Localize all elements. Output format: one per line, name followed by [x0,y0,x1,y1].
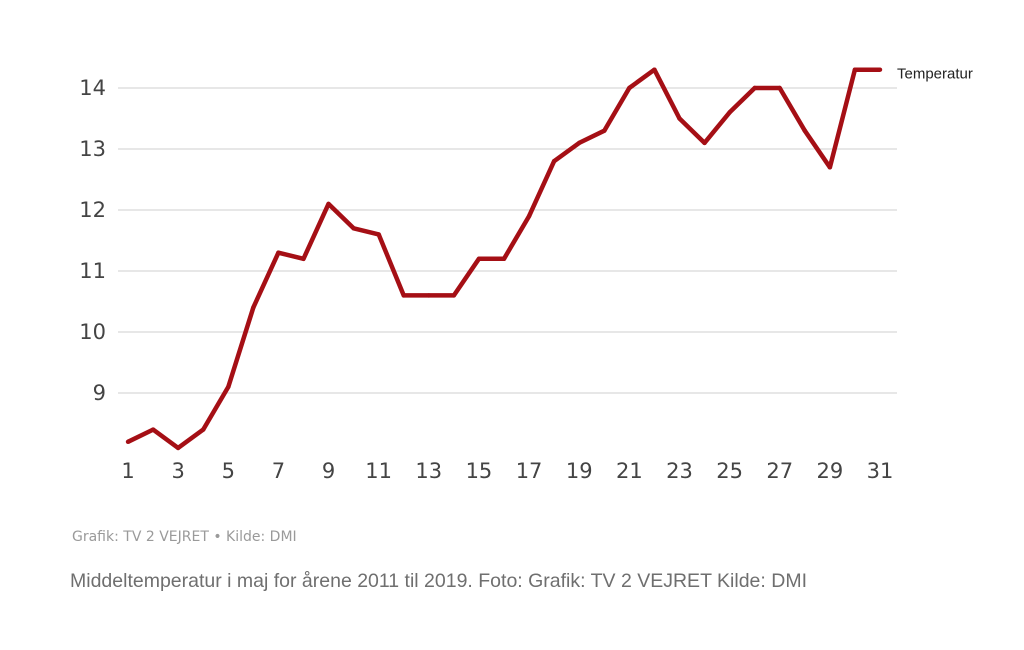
data-point [401,293,406,298]
y-axis-ticks: 9 10 11 12 13 14 [79,76,106,405]
data-point [351,226,356,231]
data-point [727,110,732,115]
x-tick-label: 7 [272,459,285,483]
x-tick-label: 23 [666,459,693,483]
x-tick-label: 21 [616,459,643,483]
y-tick-label: 12 [79,198,106,222]
x-tick-label: 19 [566,459,593,483]
data-point [577,140,582,146]
x-tick-label: 15 [466,459,493,483]
y-tick-label: 9 [93,381,106,405]
data-point [551,159,557,164]
image-caption: Middeltemperatur i maj for årene 2011 ti… [70,570,807,592]
data-point [627,85,632,91]
data-point [251,305,256,310]
data-point [451,293,457,298]
x-tick-label: 5 [222,459,235,483]
data-point [877,67,883,72]
data-point [125,439,131,444]
x-tick-label: 17 [516,459,543,483]
series-label: Temperatur [897,66,973,83]
data-point [526,213,532,219]
data-point [276,250,281,255]
data-point [852,67,858,72]
data-point [501,256,507,261]
x-tick-label: 11 [365,459,392,483]
x-tick-label: 9 [322,459,335,483]
data-point [376,232,381,237]
x-tick-label: 3 [171,459,184,483]
data-point [752,85,757,91]
chart-figure: 9 10 11 12 13 14 1 3 5 7 9 11 13 15 17 19 21 23 25 27 29 31 … [72,66,973,545]
x-tick-label: 27 [766,459,793,483]
y-tick-label: 10 [79,320,106,344]
data-point [652,67,657,72]
data-point [326,201,331,207]
y-tick-label: 14 [79,76,106,100]
data-point [150,427,156,432]
data-point [226,384,231,390]
data-point [602,128,607,133]
data-point [476,256,482,261]
x-tick-label: 29 [816,459,843,483]
data-point [777,85,782,91]
data-point [802,128,807,133]
y-tick-label: 11 [79,259,106,283]
x-tick-label: 31 [867,459,894,483]
data-point [827,165,833,170]
x-tick-label: 1 [121,459,134,483]
data-point [301,256,306,261]
x-tick-label: 13 [415,459,442,483]
x-tick-label: 25 [716,459,743,483]
data-point [426,293,431,298]
data-point [201,427,206,432]
chart-credit: Grafik: TV 2 VEJRET • Kilde: DMI [72,529,297,545]
data-point [677,116,682,121]
y-tick-label: 13 [79,137,106,161]
x-axis-ticks: 1 3 5 7 9 11 13 15 17 19 21 23 25 27 29 31 [121,459,893,483]
data-point [175,445,181,451]
gridlines [118,87,897,394]
series-layer: Temperatur [125,66,973,451]
data-point [702,140,707,146]
